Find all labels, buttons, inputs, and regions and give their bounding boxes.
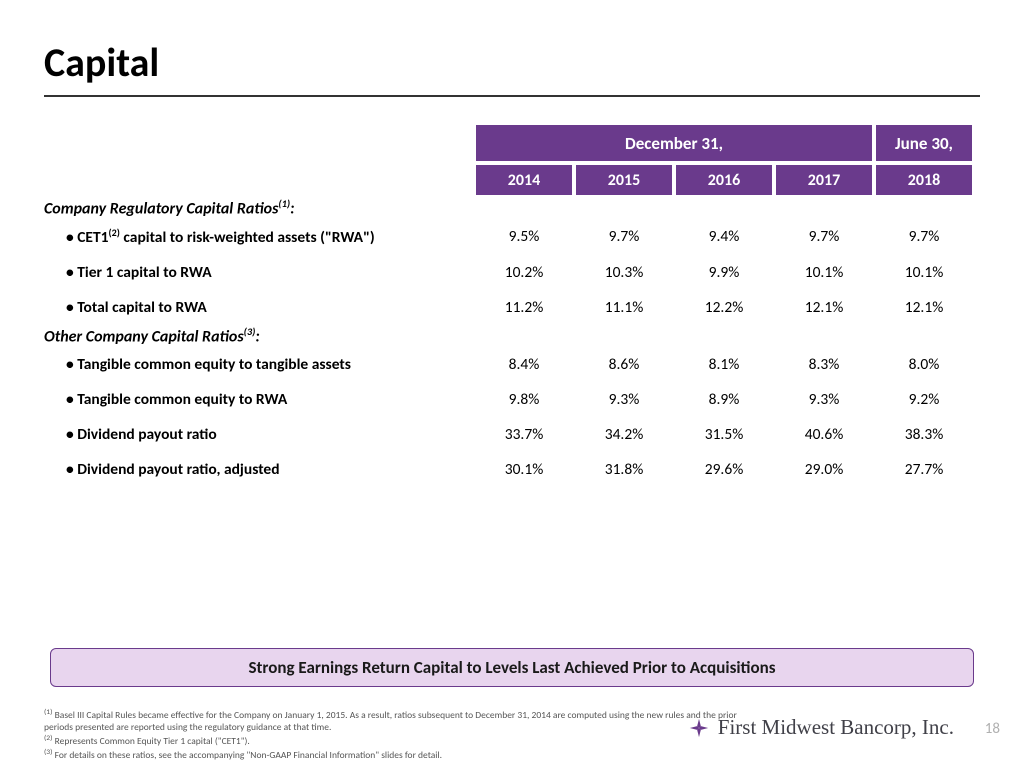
- footnotes: (1) Basel III Capital Rules became effec…: [44, 708, 764, 762]
- row-label: • Dividend payout ratio: [44, 417, 474, 452]
- row-label: • Tangible common equity to RWA: [44, 382, 474, 417]
- row-value: 12.1%: [874, 290, 974, 325]
- row-value: 11.1%: [574, 290, 674, 325]
- section-label-text: Other Company Capital Ratios: [44, 328, 244, 347]
- footnote-text: For details on these ratios, see the acc…: [52, 749, 442, 761]
- row-value: 11.2%: [474, 290, 574, 325]
- row-value: 9.7%: [874, 218, 974, 255]
- header-period-dec31: December 31,: [474, 123, 874, 163]
- header-blank: [44, 163, 474, 197]
- row-value: 31.5%: [674, 417, 774, 452]
- row-value: 9.8%: [474, 382, 574, 417]
- row-value: 27.7%: [874, 452, 974, 487]
- row-value: 12.2%: [674, 290, 774, 325]
- brand-footer: First Midwest Bancorp, Inc.: [688, 715, 954, 740]
- title-divider: [44, 95, 980, 97]
- section-label-suffix: :: [290, 199, 294, 218]
- row-value: 9.4%: [674, 218, 774, 255]
- row-value: 29.6%: [674, 452, 774, 487]
- footnote-3: (3) For details on these ratios, see the…: [44, 748, 764, 762]
- row-value: 33.7%: [474, 417, 574, 452]
- row-value: 10.1%: [774, 255, 874, 290]
- row-value: 8.0%: [874, 347, 974, 382]
- capital-ratios-table: December 31, June 30, 2014 2015 2016 201…: [44, 123, 974, 487]
- table-row: • Dividend payout ratio, adjusted30.1%31…: [44, 452, 974, 487]
- section-label-sup: (3): [244, 325, 256, 338]
- table-row: • Tangible common equity to tangible ass…: [44, 347, 974, 382]
- section-label: Company Regulatory Capital Ratios(1):: [44, 197, 974, 218]
- table-row: • CET1(2) capital to risk-weighted asset…: [44, 218, 974, 255]
- header-blank: [44, 123, 474, 163]
- page-title: Capital: [44, 38, 980, 87]
- row-value: 9.3%: [574, 382, 674, 417]
- row-value: 40.6%: [774, 417, 874, 452]
- row-label: • Tangible common equity to tangible ass…: [44, 347, 474, 382]
- callout-banner: Strong Earnings Return Capital to Levels…: [50, 648, 974, 687]
- row-label: • Total capital to RWA: [44, 290, 474, 325]
- table-header-periods: December 31, June 30,: [44, 123, 974, 163]
- row-value: 10.1%: [874, 255, 974, 290]
- row-value: 8.1%: [674, 347, 774, 382]
- row-value: 29.0%: [774, 452, 874, 487]
- slide-container: Capital December 31, June 30, 2014 2015 …: [0, 0, 1024, 768]
- section-label-sup: (1): [278, 197, 290, 210]
- header-year: 2015: [574, 163, 674, 197]
- row-value: 9.7%: [574, 218, 674, 255]
- row-value: 8.4%: [474, 347, 574, 382]
- section-label-suffix: :: [255, 328, 259, 347]
- header-period-jun30: June 30,: [874, 123, 974, 163]
- header-year: 2014: [474, 163, 574, 197]
- row-value: 10.3%: [574, 255, 674, 290]
- section-label: Other Company Capital Ratios(3):: [44, 325, 974, 346]
- header-year: 2016: [674, 163, 774, 197]
- table-row: • Tangible common equity to RWA9.8%9.3%8…: [44, 382, 974, 417]
- table-header-years: 2014 2015 2016 2017 2018: [44, 163, 974, 197]
- row-label: • Dividend payout ratio, adjusted: [44, 452, 474, 487]
- row-value: 8.3%: [774, 347, 874, 382]
- footnote-text: Basel III Capital Rules became effective…: [44, 709, 737, 733]
- page-number: 18: [985, 720, 1000, 738]
- brand-logo-icon: [688, 717, 710, 739]
- section-header-other: Other Company Capital Ratios(3):: [44, 325, 974, 346]
- row-label: • CET1(2) capital to risk-weighted asset…: [44, 218, 474, 255]
- row-value: 10.2%: [474, 255, 574, 290]
- table-row: • Total capital to RWA11.2%11.1%12.2%12.…: [44, 290, 974, 325]
- header-year: 2018: [874, 163, 974, 197]
- row-value: 30.1%: [474, 452, 574, 487]
- row-value: 8.9%: [674, 382, 774, 417]
- footnote-2: (2) Represents Common Equity Tier 1 capi…: [44, 734, 764, 748]
- table-row: • Tier 1 capital to RWA10.2%10.3%9.9%10.…: [44, 255, 974, 290]
- row-value: 34.2%: [574, 417, 674, 452]
- footnote-text: Represents Common Equity Tier 1 capital …: [52, 735, 249, 747]
- header-year: 2017: [774, 163, 874, 197]
- section-header-regulatory: Company Regulatory Capital Ratios(1):: [44, 197, 974, 218]
- row-value: 9.9%: [674, 255, 774, 290]
- table-row: • Dividend payout ratio33.7%34.2%31.5%40…: [44, 417, 974, 452]
- row-value: 12.1%: [774, 290, 874, 325]
- row-value: 9.7%: [774, 218, 874, 255]
- footnote-1: (1) Basel III Capital Rules became effec…: [44, 708, 764, 734]
- section-label-text: Company Regulatory Capital Ratios: [44, 199, 278, 218]
- row-label: • Tier 1 capital to RWA: [44, 255, 474, 290]
- brand-name: First Midwest Bancorp, Inc.: [718, 715, 954, 740]
- row-value: 9.5%: [474, 218, 574, 255]
- row-value: 8.6%: [574, 347, 674, 382]
- row-value: 38.3%: [874, 417, 974, 452]
- row-value: 9.2%: [874, 382, 974, 417]
- row-value: 31.8%: [574, 452, 674, 487]
- row-value: 9.3%: [774, 382, 874, 417]
